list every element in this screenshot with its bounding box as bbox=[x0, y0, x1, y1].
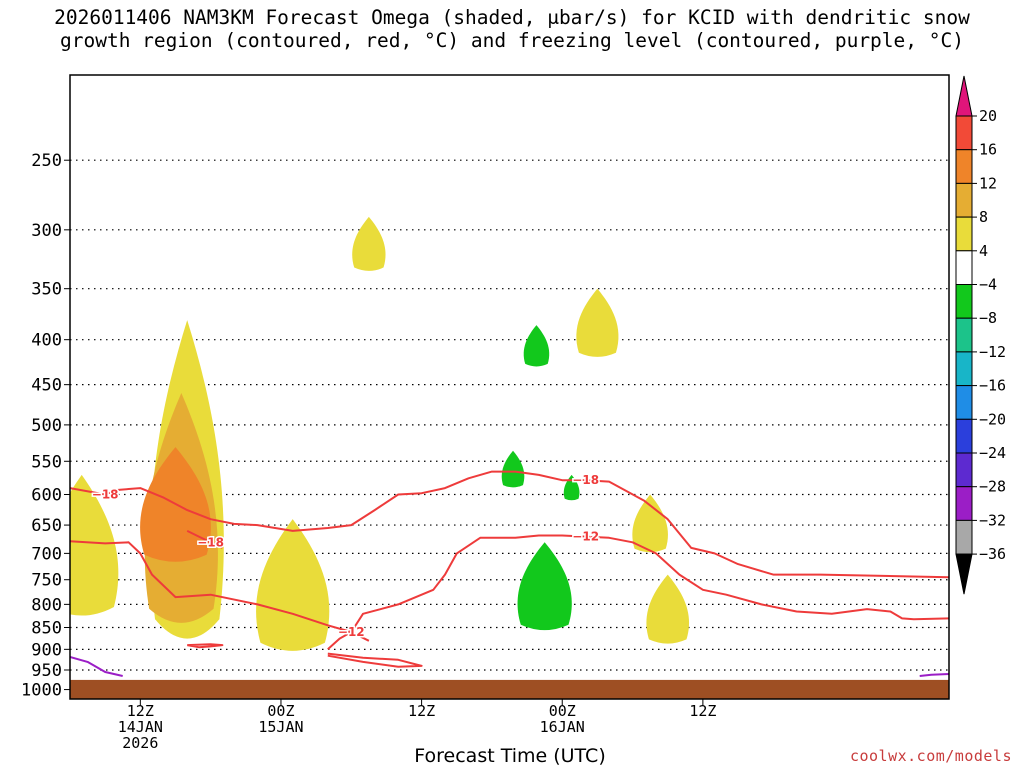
y-tick-label: 750 bbox=[31, 571, 62, 591]
x-tick-label: 15JAN bbox=[258, 718, 303, 736]
title-line-1: 2026011406 NAM3KM Forecast Omega (shaded… bbox=[54, 6, 970, 29]
omega-region bbox=[523, 325, 550, 367]
chart-title: 2026011406 NAM3KM Forecast Omega (shaded… bbox=[0, 6, 1024, 52]
y-tick-label: 300 bbox=[31, 221, 62, 241]
x-tick-label: 12Z bbox=[127, 702, 154, 720]
colorbar-swatch bbox=[955, 115, 973, 151]
omega-region bbox=[501, 450, 525, 488]
colorbar-swatch bbox=[955, 519, 973, 555]
colorbar-swatch bbox=[955, 75, 973, 117]
plot-frame bbox=[69, 74, 950, 700]
omega-region bbox=[576, 288, 619, 357]
omega-region bbox=[256, 519, 330, 651]
omega-region bbox=[632, 494, 668, 553]
contour-lines bbox=[70, 470, 949, 677]
colorbar-label: −12 bbox=[979, 343, 1006, 361]
colorbar-label: −4 bbox=[979, 276, 997, 294]
contour-line bbox=[70, 540, 370, 642]
y-tick-label: 500 bbox=[31, 416, 62, 436]
credit-link[interactable]: coolwx.com/models bbox=[849, 747, 1012, 765]
colorbar-swatch bbox=[955, 317, 973, 353]
title-line-2: growth region (contoured, red, °C) and f… bbox=[60, 29, 964, 52]
colorbar-label: −16 bbox=[979, 377, 1006, 395]
contour-label: −18 bbox=[572, 473, 599, 487]
colorbar-swatch bbox=[955, 418, 973, 454]
colorbar-label: 20 bbox=[979, 107, 997, 125]
contour-line bbox=[327, 652, 423, 668]
plot-area bbox=[70, 159, 949, 699]
x-tick-label: 2026 bbox=[122, 734, 158, 752]
y-tick-label: 250 bbox=[31, 151, 62, 171]
omega-region bbox=[517, 542, 572, 631]
colorbar-label: 8 bbox=[979, 208, 988, 226]
contour-label: −12 bbox=[338, 625, 365, 639]
y-tick-label: 1000 bbox=[21, 681, 62, 701]
colorbar-label: −28 bbox=[979, 478, 1006, 496]
contour-line bbox=[919, 673, 949, 677]
contour-line bbox=[187, 643, 224, 649]
omega-shading bbox=[70, 216, 690, 651]
y-tick-label: 800 bbox=[31, 595, 62, 615]
colorbar-label: −24 bbox=[979, 444, 1006, 462]
x-tick-label: 16JAN bbox=[540, 718, 585, 736]
contour-line bbox=[70, 655, 123, 677]
omega-region bbox=[646, 574, 690, 644]
colorbar-swatch bbox=[955, 452, 973, 488]
colorbar-label: −8 bbox=[979, 309, 997, 327]
colorbar-swatch bbox=[955, 149, 973, 184]
x-tick-label: 12Z bbox=[408, 702, 435, 720]
ground-surface bbox=[70, 679, 949, 699]
colorbar-swatch bbox=[955, 553, 973, 595]
y-tick-label: 400 bbox=[31, 331, 62, 351]
x-axis-label: Forecast Time (UTC) bbox=[414, 745, 606, 767]
colorbar-label: −20 bbox=[979, 410, 1006, 428]
omega-region bbox=[352, 216, 386, 271]
y-tick-label: 600 bbox=[31, 486, 62, 506]
ground-fill bbox=[70, 679, 949, 699]
colorbar: 20 16 12 8 4 −4 −8 −12 −16 −20 −24 −28 −32 −36 bbox=[955, 75, 1006, 595]
colorbar-swatch bbox=[955, 182, 973, 218]
colorbar-swatch bbox=[955, 216, 973, 252]
colorbar-swatch bbox=[955, 351, 973, 387]
colorbar-swatch bbox=[955, 250, 973, 286]
colorbar-label: 12 bbox=[979, 174, 997, 192]
y-tick-label: 950 bbox=[31, 661, 62, 681]
y-axis-ticks: 2503003504004505005506006507007508008509… bbox=[21, 151, 70, 701]
contour-label: −18 bbox=[92, 488, 119, 502]
y-tick-label: 650 bbox=[31, 516, 62, 536]
omega-region bbox=[70, 474, 119, 616]
y-tick-label: 900 bbox=[31, 640, 62, 660]
colorbar-label: 4 bbox=[979, 242, 988, 260]
colorbar-swatch bbox=[955, 385, 973, 420]
y-tick-label: 550 bbox=[31, 452, 62, 472]
colorbar-swatch bbox=[955, 284, 973, 319]
colorbar-label: −32 bbox=[979, 511, 1006, 529]
contour-label: −12 bbox=[572, 530, 599, 544]
x-tick-label: 12Z bbox=[689, 702, 716, 720]
contour-line bbox=[70, 470, 949, 579]
x-tick-label: 00Z bbox=[267, 702, 294, 720]
x-tick-label: 14JAN bbox=[118, 718, 163, 736]
omega-region bbox=[563, 474, 580, 501]
y-tick-label: 350 bbox=[31, 280, 62, 300]
contour-labels: −18 −18 −18 −12 −12 bbox=[90, 472, 600, 641]
colorbar-label: 16 bbox=[979, 141, 997, 159]
x-tick-label: 00Z bbox=[549, 702, 576, 720]
contour-line bbox=[186, 530, 223, 549]
y-tick-label: 850 bbox=[31, 619, 62, 639]
contour-label: −18 bbox=[197, 535, 224, 549]
y-tick-label: 700 bbox=[31, 544, 62, 564]
contour-line bbox=[327, 534, 949, 651]
colorbar-swatch bbox=[955, 486, 973, 521]
y-tick-label: 450 bbox=[31, 376, 62, 396]
colorbar-label: −36 bbox=[979, 545, 1006, 563]
